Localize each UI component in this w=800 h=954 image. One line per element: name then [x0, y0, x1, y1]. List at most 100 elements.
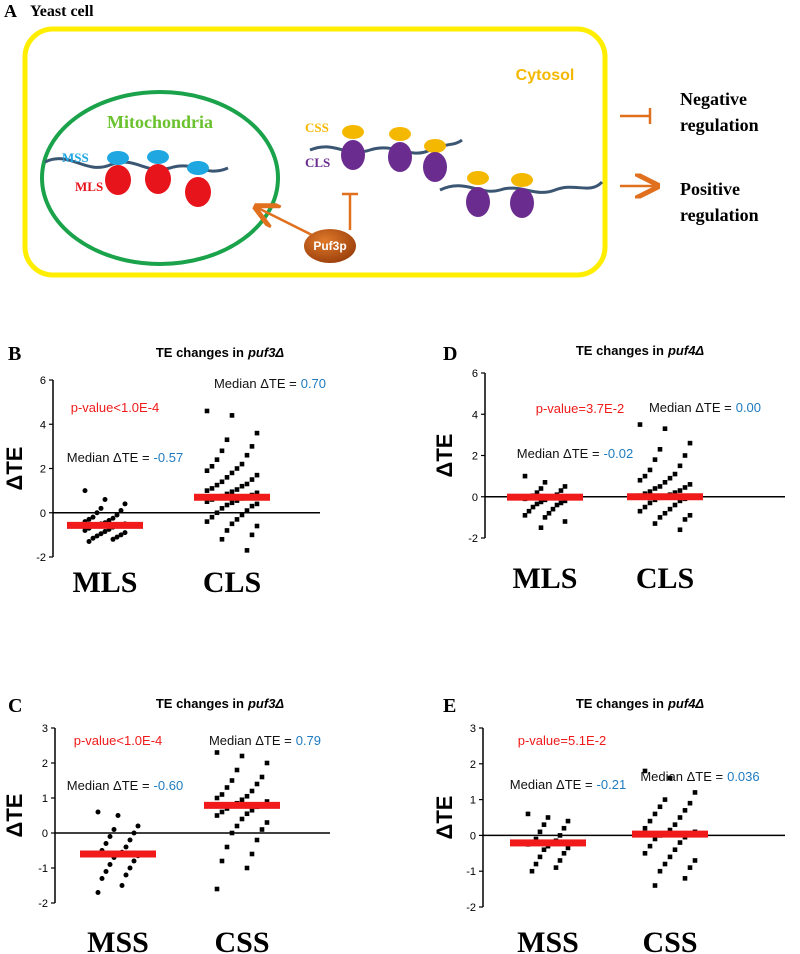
data-point	[234, 487, 240, 492]
data-point	[647, 500, 653, 506]
data-point	[249, 503, 255, 509]
data-point	[224, 785, 230, 790]
p-value: p-value=5.1E-2	[518, 733, 607, 748]
data-point	[259, 774, 265, 780]
data-point	[229, 778, 235, 783]
data-point	[561, 851, 567, 856]
data-point	[214, 457, 220, 462]
data-point	[219, 479, 225, 485]
data-point	[667, 475, 673, 481]
data-point	[209, 463, 215, 469]
median-prefix: Median ΔTE =	[67, 450, 150, 465]
data-point	[239, 461, 245, 467]
data-point	[537, 829, 543, 835]
data-point	[682, 517, 688, 522]
y-tick-label: 4	[40, 419, 46, 431]
legend-text: Positive	[680, 179, 740, 199]
data-point	[545, 815, 551, 820]
y-tick-label: -2	[36, 552, 46, 564]
panel-label: B	[8, 343, 21, 365]
legend-text: regulation	[680, 205, 759, 225]
data-point	[550, 506, 556, 512]
data-point	[82, 488, 88, 494]
median-annotation: Median ΔTE = -0.60	[67, 778, 183, 793]
median-prefix: Median ΔTE =	[209, 733, 292, 748]
data-point	[692, 858, 698, 863]
data-point	[657, 515, 663, 520]
data-point	[229, 830, 235, 836]
data-point	[254, 837, 260, 843]
median-bar	[507, 493, 583, 501]
data-point	[244, 452, 250, 458]
data-point	[677, 488, 683, 493]
data-point	[254, 430, 260, 436]
median-prefix: Median ΔTE =	[640, 769, 723, 784]
y-axis-label: ΔTE	[2, 794, 27, 838]
data-point	[214, 886, 220, 892]
y-axis-label: ΔTE	[432, 434, 457, 478]
data-point	[249, 807, 255, 813]
data-point	[244, 793, 250, 799]
data-point	[234, 517, 240, 522]
data-point	[214, 482, 220, 488]
data-point	[127, 865, 133, 871]
median-value: 0.79	[296, 733, 321, 748]
chart-panel: C TE changes in puf3Δ ΔTE -2 -1 0 1 2 3 MSS Median …	[2, 695, 330, 954]
y-tick-label: -1	[38, 863, 48, 875]
data-point	[667, 775, 673, 781]
category-label: MLS	[512, 562, 577, 595]
cyto-caps	[342, 125, 533, 187]
title-strain: puf3Δ	[247, 345, 284, 360]
data-point	[111, 827, 117, 832]
data-point	[554, 502, 560, 508]
data-point	[677, 498, 683, 504]
data-point	[90, 535, 96, 541]
cell-membrane	[22, 26, 608, 278]
y-tick-label: 0	[472, 492, 478, 504]
mss-label: MSS	[62, 150, 89, 165]
data-point	[229, 500, 235, 506]
data-point	[95, 809, 101, 815]
data-point	[672, 471, 678, 477]
data-point	[652, 811, 658, 817]
data-point	[662, 861, 668, 867]
median-prefix: Median ΔTE =	[517, 446, 600, 461]
legend-text: Negative	[680, 89, 747, 109]
data-point	[98, 505, 104, 511]
legend-text: regulation	[680, 115, 759, 135]
data-point	[239, 753, 245, 759]
median-annotation: Median ΔTE = 0.00	[649, 400, 761, 415]
data-point	[99, 876, 105, 881]
y-tick-label: 0	[42, 828, 48, 840]
data-point	[652, 836, 658, 842]
data-point	[234, 466, 240, 471]
data-point	[662, 426, 668, 431]
median-annotation: Median ΔTE = -0.21	[510, 777, 626, 792]
data-point	[204, 499, 210, 504]
data-point	[239, 512, 245, 518]
data-point	[249, 788, 255, 794]
data-point	[538, 486, 544, 491]
median-value: -0.57	[154, 450, 184, 465]
data-point	[219, 792, 225, 797]
category-label: CLS	[203, 566, 261, 599]
median-bar	[204, 801, 280, 809]
y-tick-label: -2	[466, 902, 476, 914]
data-point	[662, 480, 668, 485]
data-point	[542, 480, 548, 485]
data-point	[214, 813, 220, 818]
p-value: p-value<1.0E-4	[71, 400, 160, 415]
category-label: MSS	[517, 926, 579, 954]
data-point	[135, 823, 141, 829]
median-bar	[632, 830, 708, 838]
median-prefix: Median ΔTE =	[67, 778, 150, 793]
data-point	[214, 795, 220, 801]
data-point	[214, 510, 220, 516]
data-point	[558, 500, 564, 506]
data-point	[557, 833, 563, 838]
median-prefix: Median ΔTE =	[649, 400, 732, 415]
data-point	[553, 865, 559, 870]
p-value: p-value=3.7E-2	[536, 401, 625, 416]
median-value: 0.70	[301, 376, 326, 391]
data-point	[677, 527, 683, 533]
